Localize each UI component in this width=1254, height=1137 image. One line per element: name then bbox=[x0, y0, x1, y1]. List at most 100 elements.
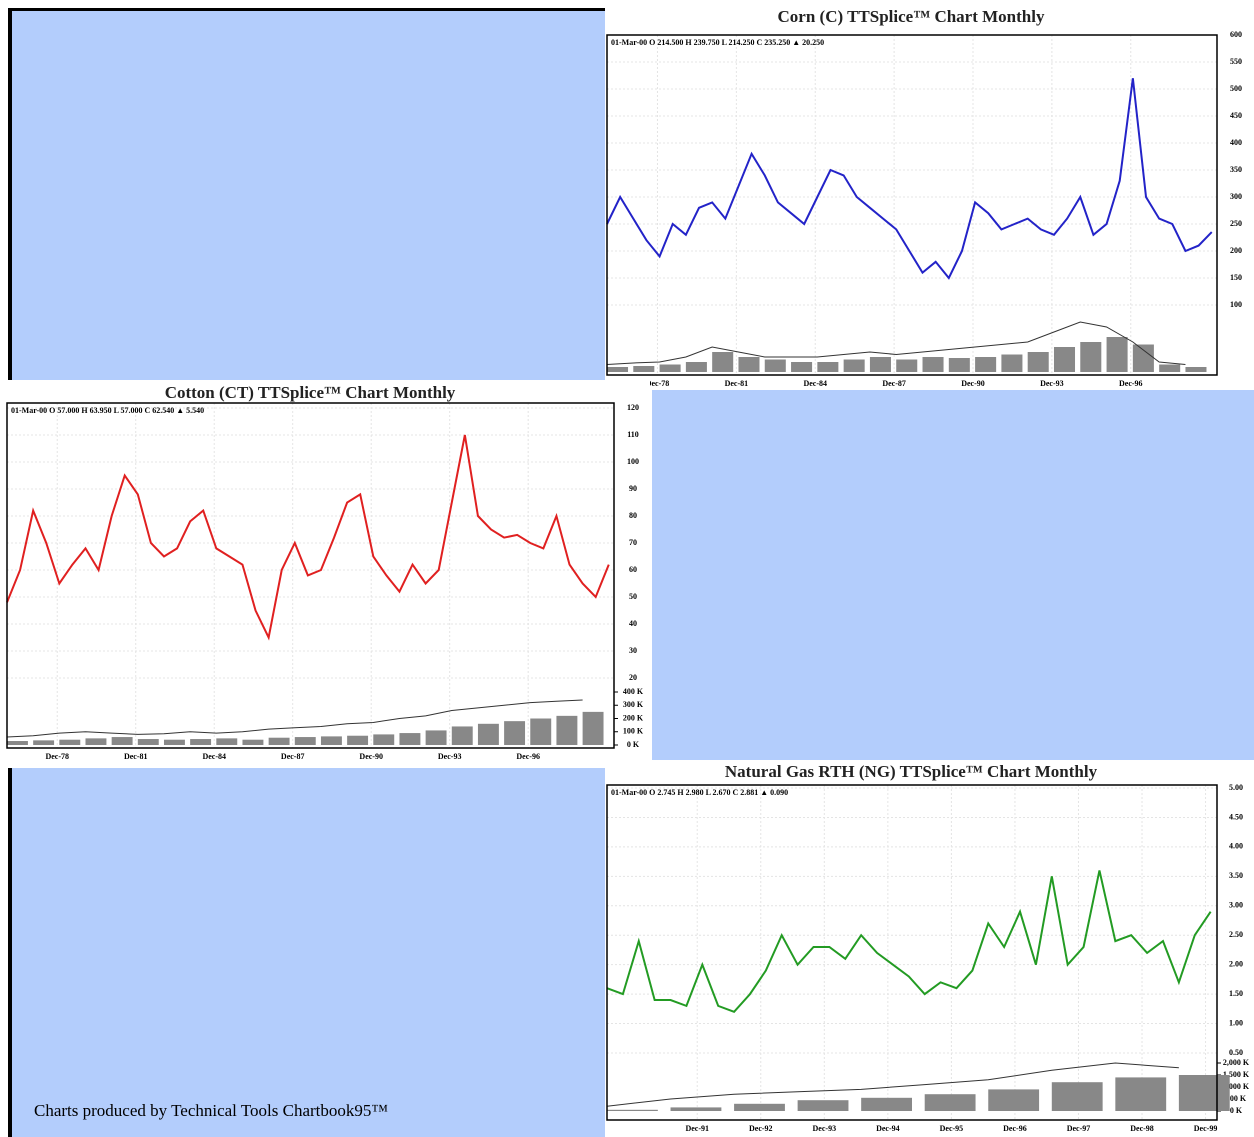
volume-bar bbox=[948, 358, 970, 372]
volume-bar bbox=[1159, 364, 1181, 372]
volume-bar bbox=[685, 362, 707, 372]
volume-bar bbox=[1132, 344, 1154, 372]
volume-bar bbox=[399, 733, 421, 745]
volume-bar bbox=[797, 1100, 849, 1111]
ohlc-info: 01-Mar-00 O 2.745 H 2.980 L 2.670 C 2.88… bbox=[611, 788, 788, 797]
volume-bar bbox=[1178, 1075, 1230, 1111]
y2-tick-label: 400 K bbox=[623, 687, 644, 696]
y-tick-label: 100 bbox=[1230, 300, 1242, 309]
volume-bar bbox=[896, 359, 918, 372]
footer: Charts produced by Technical Tools Chart… bbox=[34, 1101, 388, 1120]
x-tick-label: Dec-99 bbox=[1194, 1124, 1218, 1133]
open-interest-line bbox=[606, 1062, 1179, 1107]
volume-bar bbox=[861, 1097, 912, 1111]
y-tick-label: 60 bbox=[629, 565, 637, 574]
open-interest-line bbox=[606, 321, 1186, 365]
volume-bar bbox=[582, 711, 604, 745]
y-tick-label: 80 bbox=[629, 511, 637, 520]
y-tick-label: 450 bbox=[1230, 111, 1242, 120]
volume-bar bbox=[425, 730, 447, 745]
volume-bar bbox=[111, 737, 133, 745]
plot-frame bbox=[606, 34, 1218, 376]
volume-bar bbox=[556, 715, 578, 745]
x-tick-label: Dec-92 bbox=[749, 1124, 773, 1133]
volume-bar bbox=[869, 357, 891, 372]
y2-tick-label: 2,000 K bbox=[1223, 1058, 1250, 1067]
volume-bar bbox=[294, 737, 316, 745]
volume-bar bbox=[670, 1107, 722, 1111]
y-tick-label: 600 bbox=[1230, 30, 1242, 39]
y2-tick-label: 1,000 K bbox=[1223, 1082, 1250, 1091]
volume-bar bbox=[988, 1089, 1040, 1111]
volume-bar bbox=[791, 362, 813, 372]
volume-bar bbox=[607, 367, 629, 372]
volume-bar bbox=[738, 357, 760, 372]
volume-bar bbox=[1080, 342, 1102, 372]
y2-tick-label: 500 K bbox=[1226, 1094, 1247, 1103]
volume-bar bbox=[7, 741, 28, 745]
panel bbox=[8, 768, 605, 1137]
y-tick-label: 0.50 bbox=[1229, 1048, 1243, 1057]
chart-background bbox=[0, 380, 650, 765]
panel-border bbox=[8, 8, 605, 11]
y-tick-label: 5.00 bbox=[1229, 783, 1243, 792]
chart-title: Natural Gas RTH (NG) TTSplice™ Chart Mon… bbox=[725, 762, 1098, 781]
y2-tick-label: 0 K bbox=[1230, 1106, 1243, 1115]
volume-bar bbox=[451, 726, 473, 745]
volume-bar bbox=[1053, 347, 1076, 372]
x-tick-label: Dec-93 bbox=[1040, 379, 1064, 388]
volume-bar bbox=[922, 357, 944, 372]
panel-border bbox=[8, 768, 12, 1137]
y-tick-label: 4.00 bbox=[1229, 842, 1243, 851]
volume-bar bbox=[347, 735, 369, 745]
y-tick-label: 150 bbox=[1230, 273, 1242, 282]
x-tick-label: Dec-96 bbox=[1119, 379, 1143, 388]
y-tick-label: 4.50 bbox=[1229, 812, 1243, 821]
volume-bar bbox=[33, 740, 55, 745]
volume-bar bbox=[1051, 1082, 1103, 1111]
ohlc-info: 01-Mar-00 O 214.500 H 239.750 L 214.250 … bbox=[611, 38, 824, 47]
y-tick-label: 20 bbox=[629, 673, 637, 682]
x-tick-label: Dec-93 bbox=[438, 752, 462, 761]
x-tick-label: Dec-81 bbox=[725, 379, 749, 388]
y-tick-label: 100 bbox=[627, 457, 639, 466]
volume-bar bbox=[633, 366, 655, 372]
y-tick-label: 40 bbox=[629, 619, 637, 628]
volume-bar bbox=[320, 736, 342, 745]
x-tick-label: Dec-87 bbox=[281, 752, 305, 761]
volume-bar bbox=[764, 359, 786, 372]
volume-bar bbox=[817, 362, 839, 372]
y-tick-label: 1.00 bbox=[1229, 1018, 1243, 1027]
y-tick-label: 400 bbox=[1230, 138, 1242, 147]
x-tick-label: Dec-97 bbox=[1067, 1124, 1091, 1133]
y-tick-label: 70 bbox=[629, 538, 637, 547]
volume-bar bbox=[1106, 337, 1128, 372]
volume-bar bbox=[163, 739, 185, 745]
y-tick-label: 2.50 bbox=[1229, 930, 1243, 939]
volume-bar bbox=[373, 734, 395, 745]
x-tick-label: Dec-84 bbox=[202, 752, 226, 761]
volume-bar bbox=[242, 739, 264, 745]
plot-frame bbox=[6, 402, 615, 749]
plot-frame bbox=[606, 784, 1218, 1121]
chart-background bbox=[605, 0, 1254, 378]
ohlc-info: 01-Mar-00 O 57.000 H 63.950 L 57.000 C 6… bbox=[11, 406, 204, 415]
x-tick-label: Dec-90 bbox=[961, 379, 985, 388]
x-tick-label: Dec-81 bbox=[124, 752, 148, 761]
volume-bar bbox=[190, 739, 212, 745]
y-tick-label: 2.00 bbox=[1229, 959, 1243, 968]
y-tick-label: 3.00 bbox=[1229, 901, 1243, 910]
x-tick-label: Dec-78 bbox=[646, 379, 670, 388]
x-tick-label: Dec-94 bbox=[876, 1124, 900, 1133]
y-tick-label: 30 bbox=[629, 646, 637, 655]
volume-bar bbox=[843, 359, 865, 372]
volume-bar bbox=[1001, 354, 1023, 372]
y-tick-label: 50 bbox=[629, 592, 637, 601]
volume-bar bbox=[1115, 1077, 1167, 1111]
y-tick-label: 120 bbox=[627, 403, 639, 412]
volume-bar bbox=[85, 738, 107, 745]
y2-tick-label: 100 K bbox=[623, 727, 644, 736]
x-tick-label: Dec-95 bbox=[940, 1124, 964, 1133]
volume-bar bbox=[216, 738, 238, 745]
